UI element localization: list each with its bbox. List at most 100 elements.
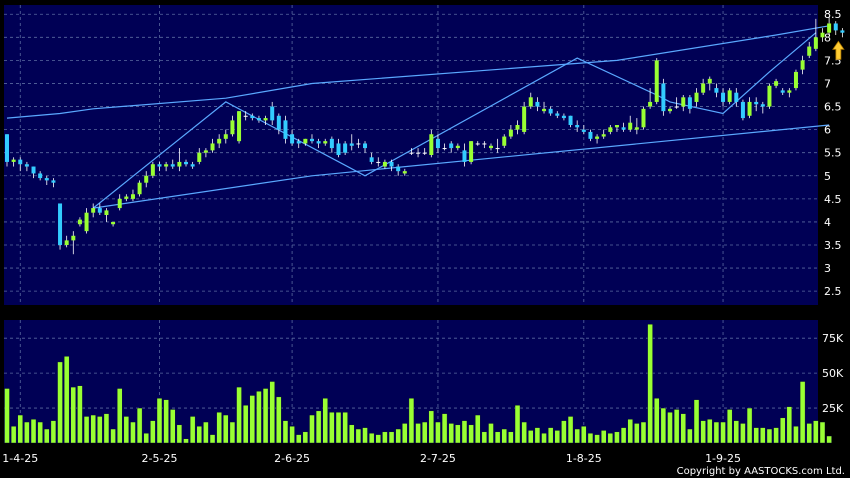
volume-bar [315,410,322,444]
candle [104,208,109,222]
candle [137,180,142,197]
price-tick-label: 8 [824,31,831,44]
candle [190,161,195,169]
volume-bar [475,414,481,444]
candle [263,115,268,125]
candle [707,76,712,91]
date-tick-label: 1-4-25 [2,452,38,465]
date-tick-label: 2-5-25 [142,452,178,465]
volume-bar [63,356,70,444]
volume-bar [130,421,136,444]
volume-bar [269,381,275,444]
volume-bar [322,398,328,444]
volume-bar [435,421,441,444]
volume-bar [196,426,202,444]
volume-bar [640,421,647,444]
volume-bar [627,419,633,444]
candle [290,129,295,146]
candle [210,138,215,153]
candle [91,203,96,218]
candle [256,115,261,123]
candle [270,101,275,125]
candle [555,111,560,119]
price-tick-label: 8.5 [824,8,842,21]
candle [793,69,798,91]
volume-bar [680,413,686,444]
volume-bars [4,323,832,444]
volume-bar [223,414,229,444]
candle [787,88,792,98]
volume-bar [693,399,700,444]
volume-bar [614,431,620,444]
volume-bar [156,398,163,444]
volume-bar [448,423,454,444]
candle [601,129,606,139]
candle [144,171,149,188]
volume-bar [441,413,448,444]
volume-bar [501,428,507,444]
volume-bar [97,416,103,444]
candle [382,159,387,169]
volume-bar [236,386,242,444]
price-panel [4,5,818,305]
volume-bar [726,409,733,444]
candle [356,138,361,149]
volume-bar [382,431,388,444]
volume-bar [309,414,315,444]
candle [124,194,129,202]
volume-bar [620,427,627,444]
candle [747,97,752,119]
volume-bar [667,412,673,444]
volume-bar [660,407,667,444]
candle [84,208,89,234]
candle [807,41,812,59]
volume-bar [733,420,739,444]
candle [177,148,182,172]
candle [827,16,832,35]
volume-bar [819,421,826,444]
volume-bar [753,427,759,444]
candle [634,118,639,135]
volume-bar [813,420,819,444]
volume-bar [415,423,421,444]
volume-bar [687,428,693,444]
volume-bar [170,409,176,444]
candle [548,106,553,116]
volume-bar [581,426,587,444]
candle [502,134,507,149]
candle [402,168,407,176]
candle [760,101,765,114]
volume-bar [17,414,23,444]
volume-bar [455,424,461,444]
candle [833,21,838,35]
up-arrow-shape [832,40,845,60]
candle [840,28,845,38]
candle [754,97,759,112]
volume-bar [50,420,57,444]
volume-bar [83,416,90,444]
price-tick-label: 7 [824,77,831,90]
date-tick-label: 2-6-25 [274,452,310,465]
candle [482,141,487,149]
price-tick-label: 5 [824,170,831,183]
volume-bar [601,430,607,444]
candle [416,148,421,158]
volume-bar [150,420,156,444]
volume-bar [766,428,773,444]
candle [316,138,321,149]
candle [170,159,175,169]
volume-tick-label: 50K [822,367,844,380]
candle [343,141,348,155]
volume-bar [554,430,560,444]
candle [462,143,467,167]
candle [369,152,374,165]
candle [542,101,547,114]
price-tick-label: 3 [824,262,831,275]
volume-bar [760,427,766,444]
candle [800,55,805,75]
candle [614,125,619,132]
candle [150,161,155,179]
candle [568,115,573,128]
volume-bar [163,399,169,444]
